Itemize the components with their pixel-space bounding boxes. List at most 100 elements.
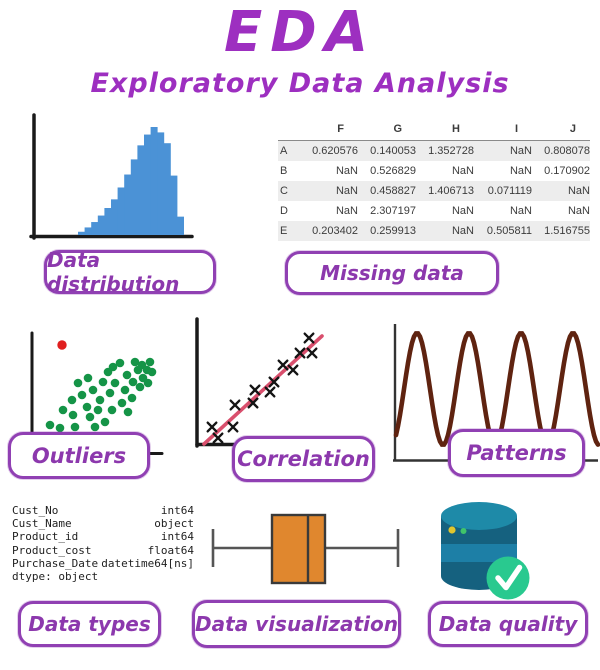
row-index: D [280, 205, 288, 217]
table-cell: 0.620576 [312, 145, 358, 157]
table-cell: NaN [567, 185, 590, 197]
data-point [117, 398, 127, 408]
table-cell: NaN [509, 165, 532, 177]
histogram-bar [104, 208, 112, 235]
table-row: A 0.620576 0.140053 1.352728 NaN 0.808078 [278, 140, 590, 161]
table-cell: 1.352728 [428, 145, 474, 157]
histogram-chart [29, 113, 194, 240]
table-row: E 0.203402 0.259913 NaN 0.505811 1.516755 [278, 221, 590, 241]
data-point [93, 405, 103, 415]
correlation-label-text: Correlation [237, 447, 370, 471]
histogram-bar [91, 222, 99, 235]
histogram-bar [170, 175, 178, 235]
table-cell: 0.203402 [312, 225, 358, 237]
data-point [58, 405, 68, 415]
table-row: B NaN 0.526829 NaN NaN 0.170902 [278, 161, 590, 181]
table-row: C NaN 0.458827 1.406713 0.071119 NaN [278, 181, 590, 201]
data-point [90, 422, 100, 432]
table-cell: 0.526829 [370, 165, 416, 177]
checkmark-icon [495, 564, 523, 591]
outliers-label-text: Outliers [31, 443, 127, 468]
column-header: I [474, 119, 532, 141]
data-point [68, 410, 78, 420]
data-point [135, 382, 145, 392]
data-point [98, 377, 108, 387]
db-mid-band [441, 544, 517, 562]
dtype-row: Product_id int64 [12, 530, 194, 543]
correlation-chart [195, 317, 324, 448]
dtype-row: Cust_Name object [12, 517, 194, 530]
column-header: H [416, 119, 474, 141]
data-distribution-label-text: Data distribution [47, 248, 180, 296]
row-index: E [280, 225, 288, 237]
data-visualization-label-text: Data visualization [195, 612, 398, 636]
x-marker [294, 347, 306, 359]
data-point [70, 422, 80, 432]
table-cell: 0.505811 [486, 225, 532, 237]
data-point [83, 373, 93, 383]
table-row: D NaN 2.307197 NaN NaN NaN [278, 201, 590, 221]
table-cell: NaN [509, 145, 532, 157]
table-cell: 0.458827 [370, 185, 416, 197]
boxplot-chart [211, 513, 400, 585]
histogram-bar [117, 187, 125, 235]
histogram-bar [124, 174, 132, 235]
page-subtitle: Exploratory Data Analysis [90, 68, 510, 99]
scatter-points [45, 340, 157, 433]
x-marker [306, 347, 318, 359]
histogram-bar [150, 127, 158, 235]
x-marker [249, 384, 261, 396]
histogram-bar [157, 132, 165, 235]
data-point [88, 385, 98, 395]
dtype-type: object [154, 517, 194, 531]
column-header: G [358, 119, 416, 141]
x-marker [287, 364, 299, 376]
table-cell: 2.307197 [370, 205, 416, 217]
column-header: J [532, 119, 590, 141]
missing-data-label: Missing data [285, 251, 499, 295]
table-cell: 0.259913 [370, 225, 416, 237]
database-icon [441, 502, 530, 600]
data-point [107, 405, 117, 415]
data-point [143, 378, 153, 388]
page-title: EDA [223, 0, 377, 65]
data-point [73, 378, 83, 388]
sine-wave [393, 331, 600, 447]
dtype-name: Cust_No [12, 504, 59, 517]
x-marker [212, 432, 224, 444]
histogram-bar [137, 145, 145, 235]
dtype-type: int64 [160, 504, 194, 517]
dtype-name: Cust_Name [12, 517, 72, 531]
table-cell: NaN [451, 165, 474, 177]
table-cell: 0.140053 [370, 145, 416, 157]
histogram-bars [78, 127, 184, 235]
table-cell: NaN [509, 205, 532, 217]
data-point [77, 390, 87, 400]
table-cell: 0.170902 [544, 165, 590, 177]
trendline-and-markers [202, 332, 324, 446]
row-index: B [280, 165, 288, 177]
dtype-row: Purchase_Date datetime64[ns] [12, 557, 194, 570]
dtype-type: datetime64[ns] [101, 556, 194, 570]
correlation-label: Correlation [232, 436, 375, 482]
data-point [120, 385, 130, 395]
data-visualization-label: Data visualization [192, 600, 401, 648]
table-cell: NaN [335, 205, 358, 217]
check-circle-icon [486, 556, 530, 600]
x-marker [247, 397, 259, 409]
data-point [108, 362, 118, 372]
data-point [128, 377, 138, 387]
table-cell: 1.406713 [428, 185, 474, 197]
missing-data-label-text: Missing data [320, 261, 464, 285]
histogram-bar [84, 227, 92, 235]
dtype-type: int64 [160, 530, 194, 544]
data-point [82, 402, 92, 412]
table-cell: 0.071119 [487, 185, 532, 197]
dtype-row: Product_cost float64 [12, 544, 194, 557]
x-marker [268, 376, 280, 388]
patterns-label-text: Patterns [466, 441, 567, 465]
histogram-bar [177, 216, 184, 235]
histogram-bar [111, 199, 118, 235]
outliers-label: Outliers [8, 432, 150, 479]
